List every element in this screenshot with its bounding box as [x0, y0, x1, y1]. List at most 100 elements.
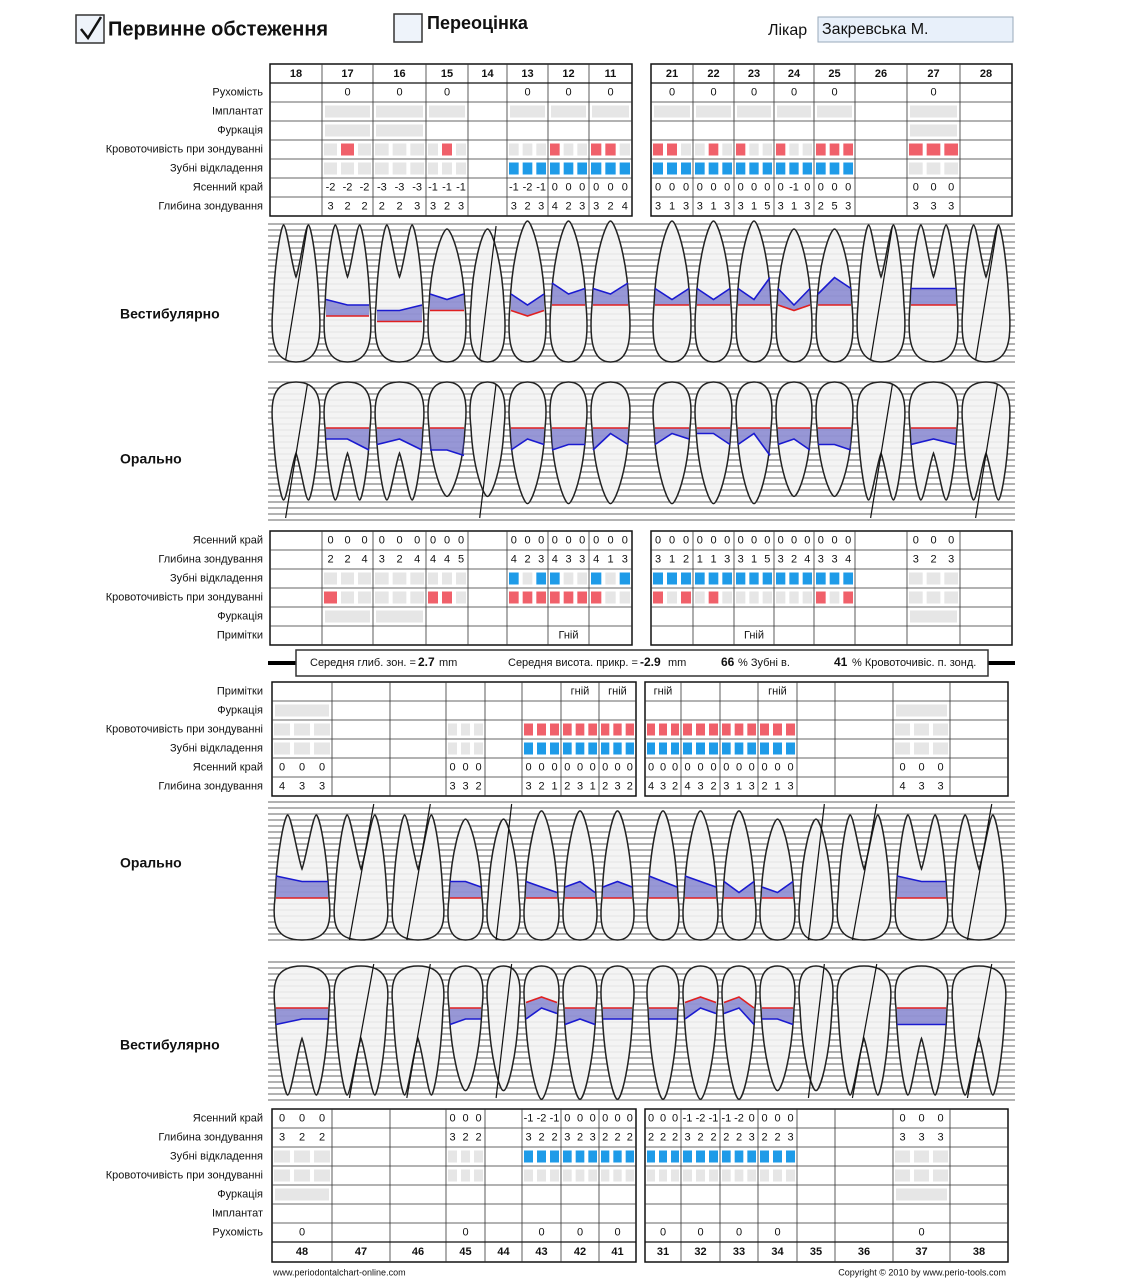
pocket-area — [276, 1008, 328, 1025]
bleeding-box — [895, 1169, 910, 1182]
bleeding-box — [341, 591, 354, 604]
probing-line — [723, 1007, 755, 1026]
missing-slash — [495, 803, 513, 941]
depth-value: 4 — [414, 553, 420, 565]
missing-slash — [285, 225, 309, 361]
bleeding-box — [736, 143, 746, 156]
depth-value: 4 — [684, 780, 690, 792]
bleeding-box — [474, 1169, 483, 1182]
bleeding-box — [734, 1169, 744, 1182]
row-label: Ясенний край — [193, 534, 263, 546]
depth-value: 3 — [590, 1131, 596, 1143]
bleeding-box — [722, 143, 732, 156]
depth-value: 5 — [831, 200, 837, 212]
mobility-value: 0 — [736, 1226, 742, 1238]
tooth — [646, 810, 680, 941]
depth-value: 3 — [538, 200, 544, 212]
plaque-box — [522, 572, 533, 585]
margin-value: 0 — [462, 1112, 468, 1124]
bleeding-box — [708, 143, 719, 156]
depth-value: 2 — [736, 1131, 742, 1143]
margin-value: 0 — [669, 181, 675, 193]
plaque-box — [749, 572, 759, 585]
margin-value: 0 — [655, 181, 661, 193]
plaque-box — [591, 572, 602, 585]
margin-value: 0 — [937, 1112, 943, 1124]
bleeding-box — [802, 143, 812, 156]
summary-text: Середня глиб. зон. = — [310, 657, 416, 669]
bleeding-box — [736, 591, 746, 604]
missing-slash — [807, 963, 825, 1099]
mobility-value: 0 — [918, 1226, 924, 1238]
tooth-number: 35 — [810, 1246, 822, 1258]
probing-line — [525, 1007, 558, 1020]
depth-value: 3 — [937, 1131, 943, 1143]
bleeding-box — [509, 591, 519, 604]
margin-value: 0 — [511, 534, 517, 546]
plaque-box — [747, 742, 756, 755]
row-label: Фуркація — [217, 704, 263, 716]
bleeding-box — [760, 723, 769, 736]
bleeding-box — [314, 1169, 330, 1182]
doctor-input[interactable] — [817, 16, 1014, 43]
plaque-box — [563, 162, 574, 175]
margin-value: 0 — [344, 534, 350, 546]
margin-value: -2 — [537, 1112, 547, 1124]
bleeding-box — [588, 1169, 597, 1182]
implant-bar — [325, 105, 370, 118]
tooth — [508, 381, 547, 505]
margin-value: 0 — [538, 534, 544, 546]
depth-value: 3 — [319, 780, 325, 792]
pocket-area — [911, 428, 956, 445]
plaque-box — [601, 742, 610, 755]
margin-value: 0 — [697, 761, 703, 773]
plaque-box — [428, 162, 438, 175]
margin-value: 0 — [552, 181, 558, 193]
margin-value: 0 — [565, 534, 571, 546]
tooth — [447, 965, 484, 1092]
margin-value: 0 — [948, 181, 954, 193]
margin-value: 0 — [764, 181, 770, 193]
checkbox-reassess[interactable] — [393, 13, 423, 43]
margin-value: -1 — [789, 181, 799, 193]
notes-value: Гній — [558, 629, 578, 641]
bleeding-box — [933, 1169, 948, 1182]
plaque-box — [696, 1150, 705, 1163]
plaque-box — [577, 572, 587, 585]
plaque-box — [314, 742, 330, 755]
margin-value: -1 — [536, 181, 546, 193]
bleeding-box — [294, 723, 310, 736]
bleeding-box — [762, 591, 772, 604]
depth-value: 3 — [565, 553, 571, 565]
depth-value: 2 — [524, 200, 530, 212]
margin-value: -2 — [523, 181, 533, 193]
plaque-box — [659, 1150, 667, 1163]
bleeding-box — [909, 591, 923, 604]
implant-bar — [510, 105, 545, 118]
tooth — [652, 220, 692, 363]
tooth-number: 21 — [666, 68, 678, 80]
depth-value: 3 — [845, 200, 851, 212]
margin-value: 0 — [525, 761, 531, 773]
margin-value: 0 — [818, 534, 824, 546]
bleeding-box — [944, 591, 958, 604]
bleeding-box — [789, 591, 799, 604]
margin-value: 0 — [899, 1112, 905, 1124]
plaque-box — [563, 572, 574, 585]
summary-value: 66 — [721, 655, 735, 669]
summary-text: mm — [668, 657, 686, 669]
depth-value: 2 — [327, 553, 333, 565]
margin-value: 0 — [778, 181, 784, 193]
margin-value: 0 — [930, 534, 936, 546]
pocket-area — [697, 288, 730, 305]
plaque-box — [681, 572, 691, 585]
plaque-box — [671, 1150, 679, 1163]
missing-slash — [495, 963, 513, 1099]
depth-value: 2 — [564, 780, 570, 792]
probing-line — [376, 438, 423, 451]
furcation-bar — [896, 704, 947, 717]
bleeding-box — [442, 143, 452, 156]
margin-value: 0 — [565, 181, 571, 193]
mobility-value: 0 — [462, 1226, 468, 1238]
bleeding-box — [448, 723, 457, 736]
